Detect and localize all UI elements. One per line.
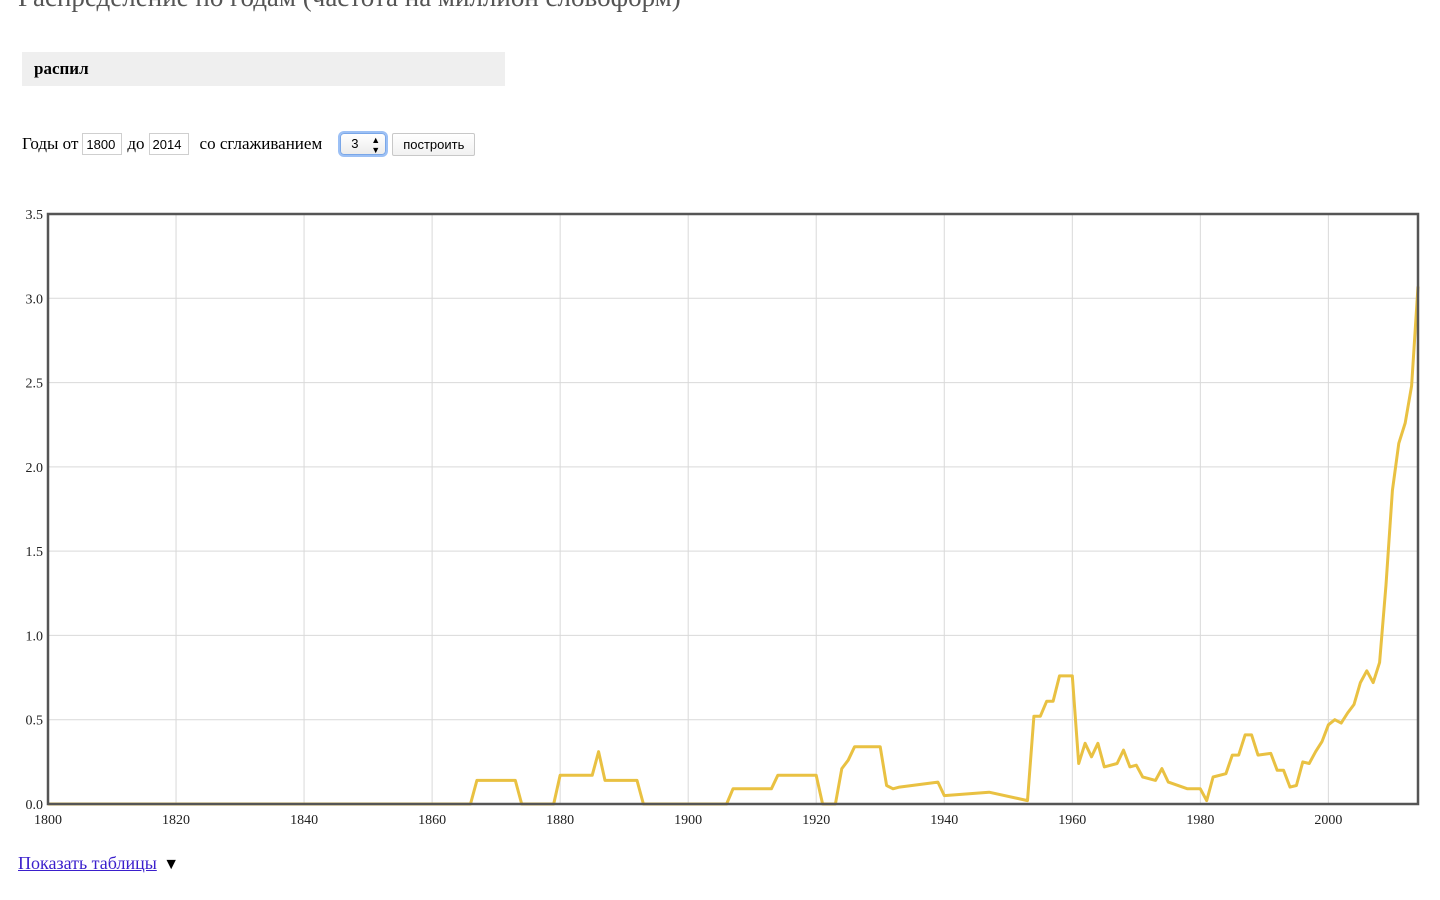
x-axis-ticks: 1800 1820 1840 1860 1880 1900 1920 1940 1960 1980… — [34, 813, 1342, 828]
y-tick-label: 2.0 — [26, 461, 44, 476]
year-to-input[interactable] — [148, 133, 189, 155]
x-tick-label: 1820 — [162, 813, 190, 828]
x-tick-label: 1840 — [290, 813, 318, 828]
x-tick-label: 1880 — [546, 813, 574, 828]
page-title: Распределение по годам (частота на милли… — [18, 0, 681, 13]
x-tick-label: 2000 — [1314, 813, 1342, 828]
expand-triangle-icon[interactable]: ▼ — [163, 856, 180, 873]
select-arrows-icon: ▲ ▼ — [371, 135, 381, 155]
years-from-label: Годы от — [22, 134, 79, 153]
chart-grid — [48, 214, 1418, 804]
year-from-input[interactable] — [82, 133, 123, 155]
show-tables-link[interactable]: Показать таблицы — [18, 853, 157, 873]
y-axis-ticks: 0.0 0.5 1.0 1.5 2.0 2.5 3.0 3.5 — [26, 208, 44, 813]
y-tick-label: 1.5 — [26, 545, 44, 560]
y-tick-label: 3.5 — [26, 208, 44, 223]
y-tick-label: 0.0 — [26, 798, 44, 813]
show-tables-toggle: Показать таблицы ▼ — [18, 853, 179, 874]
x-tick-label: 1800 — [34, 813, 62, 828]
year-range-controls: Годы от до со сглаживанием 3 ▲▼ построит… — [22, 131, 476, 157]
x-tick-label: 1960 — [1058, 813, 1086, 828]
frequency-chart: 0.0 0.5 1.0 1.5 2.0 2.5 3.0 3.5 1800 1820 1840 186… — [26, 208, 1420, 828]
x-tick-label: 1940 — [930, 813, 958, 828]
chart-frame — [46, 212, 1420, 806]
x-tick-label: 1900 — [674, 813, 702, 828]
y-tick-label: 3.0 — [26, 292, 44, 307]
smoothing-select[interactable]: 3 ▲ ▼ — [340, 133, 387, 155]
x-tick-label: 1860 — [418, 813, 446, 828]
y-tick-label: 0.5 — [26, 714, 44, 729]
smoothing-value: 3 — [351, 136, 359, 151]
smoothing-label: со сглаживанием — [199, 134, 323, 153]
y-tick-label: 1.0 — [26, 629, 44, 644]
series-line — [48, 286, 1420, 806]
chart-series — [48, 286, 1420, 806]
query-word-box: распил — [22, 52, 505, 86]
years-to-label: до — [127, 134, 145, 153]
y-tick-label: 2.5 — [26, 377, 44, 392]
build-button[interactable]: построить — [392, 132, 476, 156]
x-tick-label: 1920 — [802, 813, 830, 828]
x-tick-label: 1980 — [1186, 813, 1214, 828]
query-word: распил — [34, 59, 89, 78]
